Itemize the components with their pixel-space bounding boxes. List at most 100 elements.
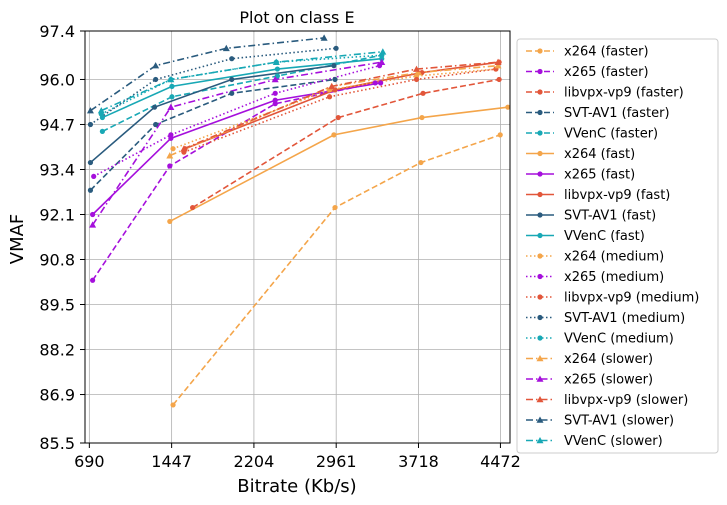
y-tick-label: 90.8 bbox=[39, 251, 75, 270]
data-point-x265-slower bbox=[89, 221, 97, 228]
legend-marker-vvenc-medium bbox=[537, 335, 543, 341]
y-axis-label: VMAF bbox=[7, 214, 28, 265]
data-point-libvpx-vp9-faster bbox=[496, 76, 502, 83]
data-point-x265-slower bbox=[378, 58, 386, 65]
data-point-x264-fast bbox=[331, 132, 337, 138]
legend-label-x264-medium: x264 (medium) bbox=[564, 250, 664, 265]
data-point-x264-medium bbox=[170, 146, 176, 152]
data-point-vvenc-slower bbox=[272, 58, 280, 65]
y-tick-label: 88.2 bbox=[39, 341, 75, 360]
legend-label-vvenc-medium: VVenC (medium) bbox=[564, 332, 674, 347]
data-point-svt-av1-medium bbox=[333, 45, 339, 51]
series-line-svt-av1-faster bbox=[89, 78, 336, 191]
series-line-libvpx-vp9-faster bbox=[192, 78, 500, 209]
data-point-x264-faster bbox=[418, 159, 424, 166]
x-axis-ticks: 690 1447 2204 2961 3718 4472 bbox=[74, 443, 521, 471]
data-point-svt-av1-fast bbox=[151, 104, 158, 110]
series-line-x264-slower bbox=[169, 64, 499, 157]
data-point-svt-av1-slower bbox=[222, 44, 230, 52]
legend-marker-libvpx-vp9-medium bbox=[537, 294, 543, 300]
y-tick-label: 94.7 bbox=[39, 115, 75, 134]
legend-marker-vvenc-slower bbox=[536, 437, 544, 444]
data-point-x264-faster bbox=[332, 204, 338, 211]
legend-label-svt-av1-faster: SVT-AV1 (faster) bbox=[564, 106, 670, 121]
data-point-vvenc-fast bbox=[274, 66, 280, 72]
data-point-libvpx-vp9-medium bbox=[413, 76, 420, 83]
x-tick-label: 690 bbox=[74, 452, 105, 471]
data-point-x265-medium bbox=[91, 173, 97, 180]
legend-label-x264-faster: x264 (faster) bbox=[564, 45, 649, 60]
legend-label-x265-faster: x265 (faster) bbox=[564, 65, 649, 80]
legend-label-libvpx-vp9-fast: libvpx-vp9 (fast) bbox=[564, 188, 670, 203]
x-tick-label: 3718 bbox=[398, 452, 439, 471]
series-line-vvenc-faster bbox=[102, 54, 382, 133]
series-line-vvenc-fast bbox=[102, 57, 382, 119]
legend-label-x264-slower: x264 (slower) bbox=[564, 352, 653, 367]
legend-marker-svt-av1-faster bbox=[537, 109, 543, 116]
legend: x264 (faster) x265 (faster) libvpx-vp9 (fa… bbox=[516, 38, 719, 454]
data-point-x265-faster bbox=[90, 277, 96, 283]
legend-marker-x265-slower bbox=[536, 375, 544, 382]
data-point-libvpx-vp9-slower bbox=[413, 65, 421, 72]
legend-label-libvpx-vp9-slower: libvpx-vp9 (slower) bbox=[564, 393, 688, 408]
data-point-x265-faster bbox=[167, 163, 173, 169]
data-point-x265-slower bbox=[167, 103, 175, 110]
data-point-svt-av1-faster bbox=[87, 187, 94, 193]
legend-marker-svt-av1-fast bbox=[537, 212, 543, 218]
legend-label-vvenc-fast: VVenC (fast) bbox=[564, 229, 645, 244]
data-point-x264-slower bbox=[415, 69, 423, 76]
data-point-svt-av1-slower bbox=[152, 62, 160, 69]
data-point-svt-av1-slower bbox=[320, 34, 328, 41]
legend-label-x265-fast: x265 (fast) bbox=[564, 168, 635, 183]
data-point-libvpx-vp9-slower bbox=[494, 58, 502, 65]
y-tick-label: 97.4 bbox=[39, 22, 75, 41]
y-tick-label: 92.1 bbox=[39, 205, 75, 224]
data-point-x264-slower bbox=[166, 152, 174, 159]
data-point-svt-av1-faster bbox=[332, 76, 338, 83]
data-point-x265-fast bbox=[378, 80, 384, 86]
legend-marker-vvenc-fast bbox=[537, 232, 543, 239]
y-axis-ticks: 85.5 86.9 88.2 89.5 90.8 92.1 93.4 94.7 96.0 97.4 bbox=[39, 22, 85, 453]
legend-box bbox=[516, 38, 719, 454]
data-point-vvenc-slower bbox=[97, 107, 105, 114]
legend-label-x264-fast: x264 (fast) bbox=[564, 147, 635, 162]
legend-marker-libvpx-vp9-slower bbox=[536, 396, 544, 403]
data-point-svt-av1-slower bbox=[86, 107, 94, 114]
legend-label-svt-av1-medium: SVT-AV1 (medium) bbox=[564, 311, 685, 326]
data-point-libvpx-vp9-slower bbox=[180, 145, 188, 152]
data-point-svt-av1-fast bbox=[87, 159, 94, 166]
legend-marker-x264-slower bbox=[536, 355, 544, 362]
y-tick-label: 93.4 bbox=[39, 160, 75, 179]
data-point-libvpx-vp9-faster bbox=[335, 114, 341, 121]
data-point-x264-faster bbox=[170, 402, 176, 408]
series-line-libvpx-vp9-slower bbox=[183, 61, 499, 150]
series-line-vvenc-slower bbox=[100, 50, 383, 112]
data-point-vvenc-faster bbox=[99, 128, 105, 135]
legend-label-libvpx-vp9-faster: libvpx-vp9 (faster) bbox=[564, 86, 684, 101]
series-line-x264-fast bbox=[169, 106, 508, 223]
data-point-svt-av1-medium bbox=[87, 121, 94, 128]
y-tick-label: 86.9 bbox=[39, 386, 75, 405]
data-markers bbox=[86, 34, 511, 408]
data-point-vvenc-faster bbox=[274, 73, 280, 79]
series-line-svt-av1-slower bbox=[89, 37, 325, 112]
legend-label-x265-slower: x265 (slower) bbox=[564, 373, 653, 388]
data-point-svt-av1-fast bbox=[331, 63, 337, 69]
data-point-vvenc-slower bbox=[379, 48, 387, 55]
legend-marker-x265-fast bbox=[537, 171, 543, 177]
plot-frame bbox=[84, 30, 511, 444]
data-point-x265-fast bbox=[272, 97, 278, 103]
legend-marker-svt-av1-slower bbox=[536, 416, 544, 423]
series-line-libvpx-vp9-medium bbox=[183, 68, 496, 153]
data-point-vvenc-fast bbox=[169, 83, 175, 89]
data-point-libvpx-vp9-faster bbox=[190, 204, 196, 211]
legend-label-libvpx-vp9-medium: libvpx-vp9 (medium) bbox=[564, 291, 699, 306]
legend-marker-x264-medium bbox=[537, 253, 543, 259]
legend-label-vvenc-faster: VVenC (faster) bbox=[564, 127, 658, 142]
series-line-x264-faster bbox=[172, 134, 501, 406]
y-tick-label: 85.5 bbox=[39, 434, 75, 453]
x-tick-label: 4472 bbox=[480, 452, 521, 471]
x-axis-label: Bitrate (Kb/s) bbox=[237, 476, 356, 497]
legend-marker-vvenc-faster bbox=[537, 130, 543, 136]
data-point-x264-fast bbox=[167, 218, 173, 225]
